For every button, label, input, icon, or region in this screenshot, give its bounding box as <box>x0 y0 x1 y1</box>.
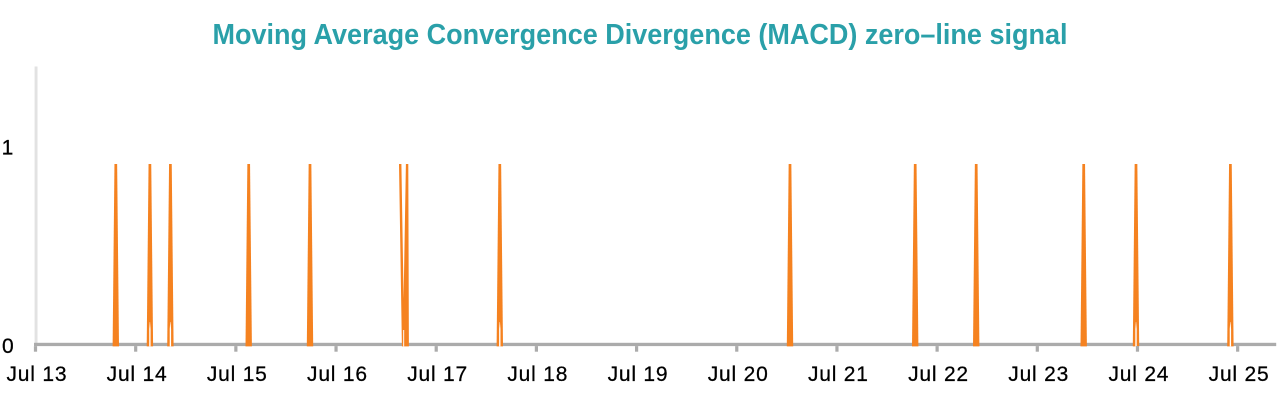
svg-text:Jul 22: Jul 22 <box>908 363 968 386</box>
svg-text:Jul 24: Jul 24 <box>1108 363 1168 386</box>
svg-text:Jul 21: Jul 21 <box>808 363 868 386</box>
svg-text:Jul 19: Jul 19 <box>608 363 668 386</box>
svg-text:Jul 18: Jul 18 <box>507 363 567 386</box>
svg-text:Jul 16: Jul 16 <box>307 363 367 386</box>
svg-text:Jul 15: Jul 15 <box>207 363 267 386</box>
svg-text:Jul 25: Jul 25 <box>1209 363 1269 386</box>
svg-text:Jul 17: Jul 17 <box>407 363 467 386</box>
svg-text:Jul 20: Jul 20 <box>708 363 768 386</box>
svg-text:1: 1 <box>2 137 14 160</box>
svg-text:Jul 14: Jul 14 <box>107 363 167 386</box>
svg-text:Jul 23: Jul 23 <box>1008 363 1068 386</box>
svg-text:0: 0 <box>2 335 14 358</box>
svg-text:Jul 13: Jul 13 <box>7 363 67 386</box>
svg-text:Moving Average Convergence Div: Moving Average Convergence Divergence (M… <box>213 19 1068 51</box>
